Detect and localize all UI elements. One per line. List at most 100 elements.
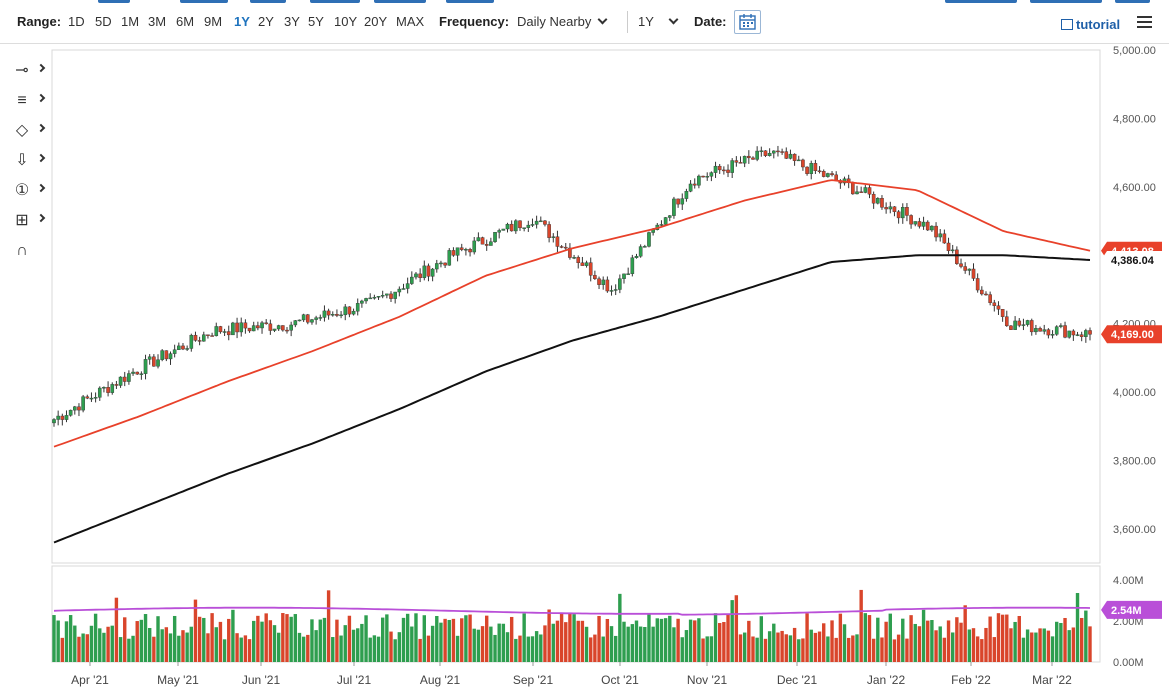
fibonacci-tool[interactable]: ⊞	[8, 210, 48, 232]
volume-bar	[797, 639, 801, 662]
range-button-3y[interactable]: 3Y	[284, 14, 300, 29]
candle-body	[984, 293, 988, 296]
volume-bar	[480, 626, 485, 662]
range-button-5y[interactable]: 5Y	[308, 14, 324, 29]
candle-body	[697, 175, 701, 186]
volume-bar	[468, 614, 472, 662]
candle-body	[755, 150, 759, 160]
annotation-number-icon: ①	[14, 182, 30, 199]
volume-bar	[963, 605, 967, 662]
range-button-1m[interactable]: 1M	[121, 14, 140, 29]
range-button-10y[interactable]: 10Y	[334, 14, 358, 29]
candle-body	[102, 387, 106, 389]
frequency-select[interactable]: Daily Nearby	[517, 13, 608, 31]
volume-bar	[842, 624, 847, 662]
arrow-down-tool[interactable]: ⇩	[8, 150, 48, 172]
volume-bar	[867, 615, 872, 662]
candle-body	[472, 240, 477, 253]
volume-bar	[955, 617, 959, 662]
volume-tick-label: 2.00M	[1113, 616, 1144, 628]
range-button-1d[interactable]: 1D	[68, 14, 85, 29]
volume-bar	[1009, 628, 1013, 662]
candle-body	[73, 406, 77, 411]
volume-bar	[584, 626, 589, 662]
volume-bar	[921, 609, 926, 662]
volume-bar	[880, 637, 884, 662]
volume-bar	[81, 633, 85, 662]
annotation-number-tool[interactable]: ①	[8, 180, 48, 202]
candle-body	[380, 294, 385, 297]
candle-body	[464, 249, 468, 251]
volume-bar	[980, 639, 984, 662]
volume-bar	[950, 632, 955, 662]
volume-bar	[759, 616, 764, 662]
volume-bar	[60, 637, 65, 662]
volume-bar	[364, 615, 368, 662]
volume-bar	[451, 618, 456, 662]
volume-bar	[518, 635, 522, 662]
volume-bar	[214, 627, 218, 662]
date-picker-button[interactable]	[734, 10, 761, 34]
volume-bar	[613, 635, 618, 662]
candle-body	[722, 169, 726, 172]
candle-body	[114, 384, 119, 386]
calendar-icon	[739, 14, 756, 30]
crosshair-tool[interactable]: ⊸	[8, 60, 48, 82]
candle-body	[193, 334, 198, 341]
volume-bar	[1075, 593, 1080, 662]
volume-bar	[356, 628, 360, 662]
volume-bar	[817, 631, 822, 662]
volume-bar	[1000, 614, 1005, 662]
volume-bar	[197, 616, 202, 662]
candle-body	[988, 294, 992, 303]
volume-bar	[460, 618, 464, 662]
range-button-3m[interactable]: 3M	[148, 14, 167, 29]
volume-bar	[913, 623, 917, 662]
candle-body	[759, 150, 764, 152]
candle-body	[243, 322, 248, 329]
candle-body	[705, 176, 710, 178]
tutorial-link[interactable]: tutorial	[1061, 17, 1120, 32]
candle-body	[925, 221, 930, 231]
volume-bar	[539, 634, 543, 662]
ma200-value-badge-text: 4,386.04	[1111, 255, 1155, 267]
candle-body	[1071, 330, 1076, 336]
candle-body	[534, 220, 539, 225]
shapes-tool[interactable]: ◇	[8, 120, 48, 142]
candle-body	[921, 221, 926, 227]
volume-bar	[672, 627, 676, 662]
candle-body	[276, 325, 281, 330]
candle-body	[364, 298, 368, 302]
candle-body	[784, 151, 789, 159]
period-select[interactable]: 1Y	[638, 13, 679, 31]
hamburger-menu-icon[interactable]	[1137, 16, 1152, 28]
volume-bar	[418, 638, 422, 662]
candle-body	[197, 340, 202, 342]
trend-line-tool[interactable]: ≡	[8, 90, 48, 112]
volume-bar	[1055, 621, 1059, 662]
volume-bar	[805, 613, 809, 662]
candle-body	[251, 325, 256, 332]
volume-bar	[152, 636, 156, 662]
candle-body	[206, 334, 210, 336]
volume-bar	[709, 636, 714, 662]
volume-bar	[68, 615, 73, 662]
range-button-5d[interactable]: 5D	[95, 14, 112, 29]
candle-body	[1046, 329, 1051, 336]
range-button-9m[interactable]: 9M	[204, 14, 223, 29]
candle-body	[597, 278, 601, 285]
range-button-20y[interactable]: 20Y	[364, 14, 388, 29]
candle-body	[751, 157, 755, 160]
candle-body	[330, 314, 335, 316]
range-button-2y[interactable]: 2Y	[258, 14, 274, 29]
range-button-1y[interactable]: 1Y	[234, 14, 250, 29]
volume-bar	[464, 615, 468, 662]
range-button-max[interactable]: MAX	[396, 14, 425, 29]
volume-bar	[131, 635, 135, 662]
range-button-6m[interactable]: 6M	[176, 14, 195, 29]
magnet-tool[interactable]: ∩	[8, 240, 48, 262]
volume-bar	[701, 638, 705, 662]
candle-body	[830, 173, 834, 176]
volume-bar	[172, 615, 177, 662]
